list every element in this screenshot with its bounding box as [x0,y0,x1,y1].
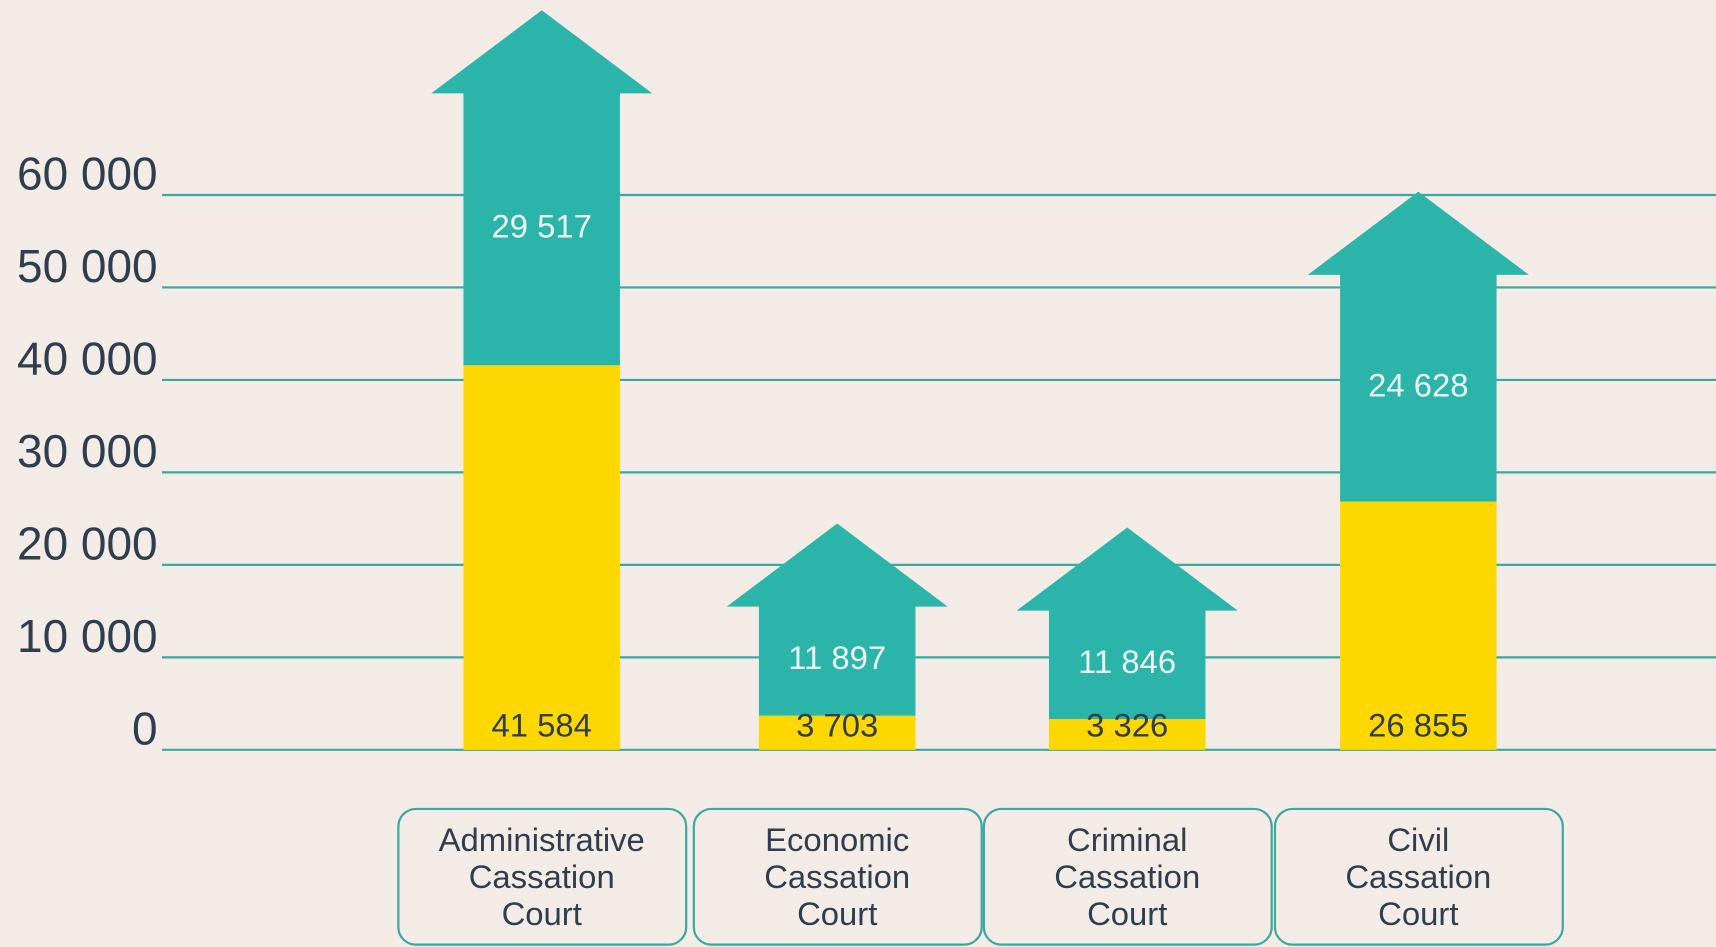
category-box [692,807,983,946]
value-label: 11 897 [788,639,886,676]
bar-segment [1340,501,1497,750]
bar-segment [1340,273,1497,502]
bar-segment [1048,609,1206,720]
arrow-head [431,10,653,94]
value-label: 41 584 [492,707,592,744]
y-tick-label: 60 000 [17,148,158,200]
y-tick-label: 0 [132,702,158,754]
bar-segment [463,92,620,366]
bar-segment [758,715,916,750]
value-label: 3 703 [796,707,878,744]
bar-segment [463,365,620,750]
y-tick-label: 50 000 [17,240,158,292]
value-label: 3 326 [1086,707,1168,744]
arrow-head [1307,191,1529,275]
value-label: 24 628 [1368,366,1468,403]
bar-segment [758,605,916,716]
labels: 0 10 000 20 000 30 000 40 000 50 000 60 000 41 … [17,148,1564,946]
bar-segment [1048,719,1206,750]
bars [431,10,1529,750]
category-box [397,807,688,946]
x-tick-label: Civil Cassation Court [1345,820,1491,931]
y-tick-label: 20 000 [17,518,158,570]
arrow-head [726,523,948,607]
arrow-head [1016,527,1238,611]
category-box [1273,807,1564,946]
y-tick-label: 10 000 [17,610,158,662]
x-tick-label: Economic Cassation Court [764,820,910,931]
category-box [982,807,1273,946]
x-tick-label: Administrative Cassation Court [439,820,645,931]
value-label: 11 846 [1078,643,1176,680]
x-tick-label: Criminal Cassation Court [1054,820,1200,931]
y-tick-label: 30 000 [17,425,158,477]
value-label: 29 517 [492,207,592,244]
value-label: 26 855 [1368,707,1468,744]
y-tick-label: 40 000 [17,333,158,385]
